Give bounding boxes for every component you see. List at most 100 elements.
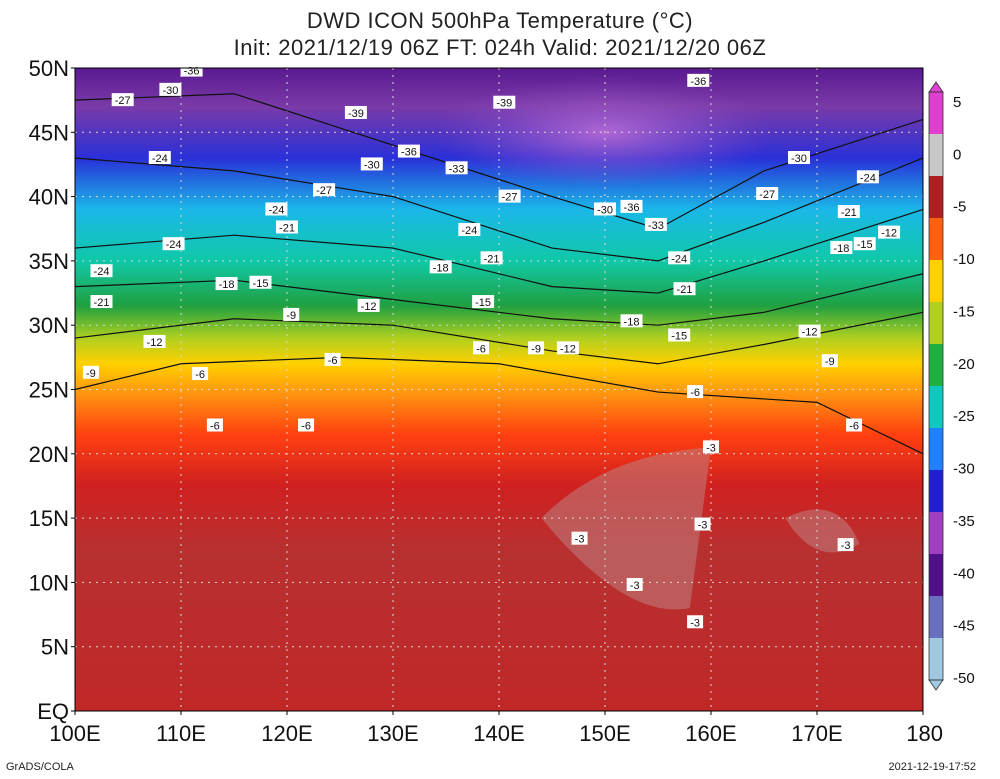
contour-label: -24	[152, 153, 168, 165]
contour-label: -21	[677, 284, 693, 296]
contour-label: -21	[841, 207, 857, 219]
colorbar-swatch	[929, 428, 943, 471]
colorbar-swatch	[929, 176, 943, 219]
colorbar-label: -25	[953, 408, 975, 425]
latitude-label: 35N	[29, 249, 69, 274]
contour-label: -6	[195, 369, 205, 381]
contour-label: -18	[624, 316, 640, 328]
contour-label: -30	[364, 159, 380, 171]
colorbar-swatch	[929, 554, 943, 597]
footer-timestamp: 2021-12-19-17:52	[889, 761, 976, 773]
contour-label: -36	[184, 66, 200, 78]
contour-label: -6	[690, 387, 700, 399]
contour-label: -33	[648, 220, 664, 232]
colorbar-swatch	[929, 386, 943, 429]
contour-label: -27	[316, 185, 332, 197]
contour-label: -39	[496, 98, 512, 110]
longitude-label: 180	[906, 721, 943, 746]
contour-label: -12	[147, 337, 163, 349]
colorbar-top-arrow	[929, 82, 943, 92]
latitude-label: 25N	[29, 378, 69, 403]
longitude-label: 110E	[156, 721, 206, 746]
colorbar-label: -45	[953, 618, 975, 635]
longitude-label: 160E	[685, 721, 736, 746]
colorbar-label: -40	[953, 565, 975, 582]
contour-label: -36	[401, 147, 417, 159]
contour-label: -30	[597, 204, 613, 216]
latitude-label: 10N	[29, 570, 69, 595]
longitude-labels: 100E 110E 120E 130E 140E 150E 160E 170E 180	[49, 711, 943, 746]
contour-label: -15	[253, 278, 269, 290]
latitude-label: 45N	[29, 120, 69, 145]
colorbar-label: 5	[953, 94, 961, 111]
contour-label: -6	[328, 355, 338, 367]
colorbar-swatch	[929, 92, 943, 135]
contour-label: -9	[286, 310, 296, 322]
contour-label: -3	[690, 617, 700, 629]
contour-label: -33	[449, 163, 465, 175]
colorbar-swatch	[929, 470, 943, 513]
contour-label: -3	[575, 534, 585, 546]
colorbar-label: 0	[953, 146, 961, 163]
contour-label: -24	[166, 239, 182, 251]
contour-label: -3	[841, 540, 851, 552]
longitude-label: 130E	[367, 721, 418, 746]
contour-label: -39	[348, 108, 364, 120]
colorbar-label: -15	[953, 303, 975, 320]
latitude-label: 15N	[29, 506, 69, 531]
colorbar-swatch	[929, 596, 943, 639]
contour-label: -6	[849, 421, 859, 433]
latitude-label: 20N	[29, 442, 69, 467]
colorbar-swatch	[929, 302, 943, 345]
contour-label: -9	[825, 356, 835, 368]
contour-label: -30	[791, 153, 807, 165]
latitude-label: 40N	[29, 185, 69, 210]
contour-label: -27	[115, 95, 131, 107]
contour-label: -27	[759, 189, 775, 201]
contour-label: -12	[802, 327, 818, 339]
colorbar-swatch	[929, 218, 943, 261]
contour-label: -9	[86, 368, 96, 380]
longitude-label: 120E	[261, 721, 312, 746]
colorbar-swatch	[929, 512, 943, 555]
colorbar-label: -10	[953, 251, 975, 268]
contour-label: -21	[484, 253, 500, 265]
contour-label: -12	[881, 228, 897, 240]
contour-label: -3	[630, 580, 640, 592]
contour-label: -9	[531, 343, 541, 355]
contour-label: -36	[624, 202, 640, 214]
colorbar-label: -50	[953, 670, 975, 687]
contour-label: -12	[361, 301, 377, 313]
colorbar-swatch	[929, 344, 943, 387]
contour-label: -21	[94, 297, 110, 309]
contour-label: -24	[461, 225, 477, 237]
longitude-label: 150E	[579, 721, 630, 746]
contour-label: -18	[219, 279, 235, 291]
contour-label: -6	[301, 421, 311, 433]
contour-label: -36	[690, 76, 706, 88]
latitude-label: 50N	[29, 56, 69, 81]
latitude-labels: 50N45N40N35N30N25N20N15N10N5NEQ	[29, 56, 75, 724]
contour-label: -15	[671, 330, 687, 342]
colorbar-label: -35	[953, 513, 975, 530]
contour-label: -3	[706, 442, 716, 454]
colorbar-swatch	[929, 260, 943, 303]
contour-label: -15	[475, 297, 491, 309]
colorbar-label: -30	[953, 461, 975, 478]
longitude-label: 100E	[49, 721, 100, 746]
contour-label: -24	[671, 253, 687, 265]
contour-label: -3	[698, 520, 708, 532]
contour-label: -12	[560, 343, 576, 355]
contour-label: -27	[502, 192, 518, 204]
contour-label: -6	[476, 343, 486, 355]
colorbar-labels: 5 0 -5 -10 -15 -20 -25 -30 -35 -40 -45 -50	[953, 94, 975, 687]
contour-label: -6	[210, 421, 220, 433]
latitude-label: 30N	[29, 313, 69, 338]
footer-credit: GrADS/COLA	[6, 761, 74, 773]
latitude-label: 5N	[41, 635, 69, 660]
longitude-label: 140E	[473, 721, 524, 746]
contour-label: -18	[833, 243, 849, 255]
contour-label: -18	[433, 262, 449, 274]
contour-label: -24	[268, 204, 284, 216]
